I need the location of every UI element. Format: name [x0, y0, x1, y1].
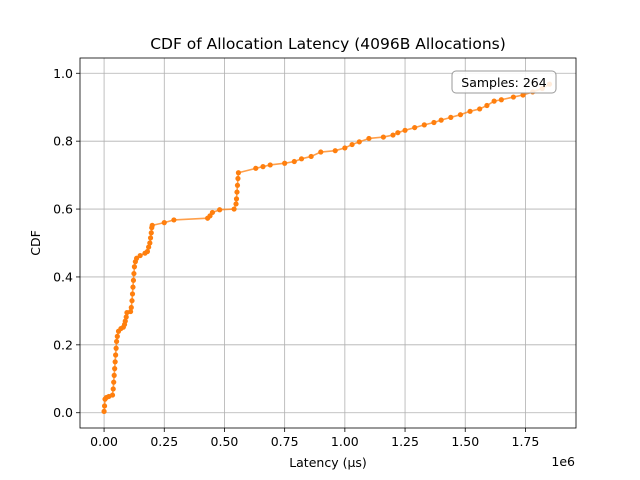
data-point [129, 291, 136, 297]
y-tick-label: 0.2 [53, 337, 73, 352]
data-point [318, 149, 324, 155]
data-point [235, 170, 242, 176]
data-point [109, 392, 116, 398]
data-point [161, 220, 167, 226]
data-point [510, 94, 516, 100]
data-point [356, 139, 362, 145]
data-point [234, 189, 240, 195]
data-point [477, 106, 483, 112]
data-point [366, 135, 372, 142]
data-point [112, 366, 118, 372]
x-tick-label: 0.00 [90, 434, 118, 449]
data-point [491, 98, 497, 104]
data-point [147, 240, 153, 246]
data-point [395, 130, 401, 136]
data-point [123, 314, 129, 320]
data-point [101, 403, 108, 409]
x-tick-label: 1.50 [451, 434, 479, 449]
data-point [114, 333, 120, 339]
data-point [448, 114, 454, 120]
plot-frame [79, 57, 577, 429]
y-tick-label: 0.6 [53, 202, 73, 217]
y-axis: 0.0 0.2 0.4 0.6 0.8 1.0 [53, 66, 80, 420]
grid-lines [80, 58, 576, 428]
data-point [520, 92, 526, 98]
data-point [122, 318, 128, 324]
y-tick-label: 0.8 [53, 134, 73, 149]
x-tick-label: 0.50 [211, 434, 239, 449]
data-point [130, 277, 137, 283]
y-tick-label: 0.0 [53, 405, 73, 420]
y-tick-label: 1.0 [53, 66, 73, 81]
data-point [308, 153, 314, 160]
data-point [131, 270, 137, 277]
annotation-box: Samples: 264 [451, 70, 557, 94]
data-point [484, 102, 490, 109]
data-point [147, 235, 154, 241]
x-axis-label: Latency (µs) [289, 455, 367, 470]
series-layer [101, 81, 553, 414]
x-offset-label: 1e6 [551, 454, 575, 469]
x-tick-label: 1.75 [512, 434, 540, 449]
data-point [127, 308, 134, 315]
data-point [431, 119, 437, 126]
x-tick-label: 1.25 [391, 434, 419, 449]
data-point [332, 148, 338, 154]
data-point [291, 158, 297, 165]
data-point [130, 284, 136, 290]
data-point [110, 386, 116, 392]
data-point [231, 206, 237, 212]
data-point [498, 97, 504, 103]
data-point [412, 124, 418, 131]
data-point [112, 359, 118, 365]
data-point [137, 252, 143, 259]
y-tick-label: 0.4 [53, 269, 73, 284]
data-point [233, 196, 240, 202]
data-point [129, 298, 135, 304]
data-point [253, 165, 259, 171]
data-point [128, 304, 134, 311]
data-point [467, 108, 473, 114]
data-point [114, 338, 120, 345]
data-point [149, 222, 155, 228]
data-point [131, 264, 138, 270]
data-point [113, 345, 119, 351]
data-point [111, 372, 117, 378]
data-point [113, 352, 119, 358]
data-point [144, 248, 151, 255]
data-point [260, 164, 266, 170]
data-point [267, 162, 273, 168]
x-tick-label: 0.75 [271, 434, 299, 449]
data-point [298, 156, 305, 162]
chart-title: CDF of Allocation Latency (4096B Allocat… [150, 35, 506, 53]
data-point [111, 379, 117, 385]
data-point [171, 217, 177, 223]
y-axis-label: CDF [28, 230, 43, 256]
samples-annotation: Samples: 264 [461, 75, 546, 90]
data-point [209, 209, 216, 216]
data-point [457, 112, 464, 118]
x-tick-label: 1.00 [331, 434, 359, 449]
data-point [146, 244, 152, 250]
data-point [380, 134, 386, 140]
data-point [217, 207, 223, 213]
data-point [148, 230, 154, 236]
data-point [342, 145, 348, 151]
annotation-frame [451, 70, 557, 94]
data-point [421, 122, 427, 128]
plot-area [80, 58, 576, 428]
data-point [402, 127, 408, 133]
data-point [133, 255, 140, 261]
data-point [235, 175, 241, 182]
data-point [101, 408, 107, 414]
data-point [349, 141, 355, 148]
data-point [233, 201, 239, 207]
data-point [438, 117, 444, 123]
data-point [282, 160, 288, 166]
x-tick-label: 0.25 [150, 434, 178, 449]
x-axis: 0.00 0.25 0.50 0.75 1.00 1.25 1.50 1.75 [90, 428, 539, 449]
data-point [234, 182, 241, 188]
data-point [390, 132, 396, 138]
